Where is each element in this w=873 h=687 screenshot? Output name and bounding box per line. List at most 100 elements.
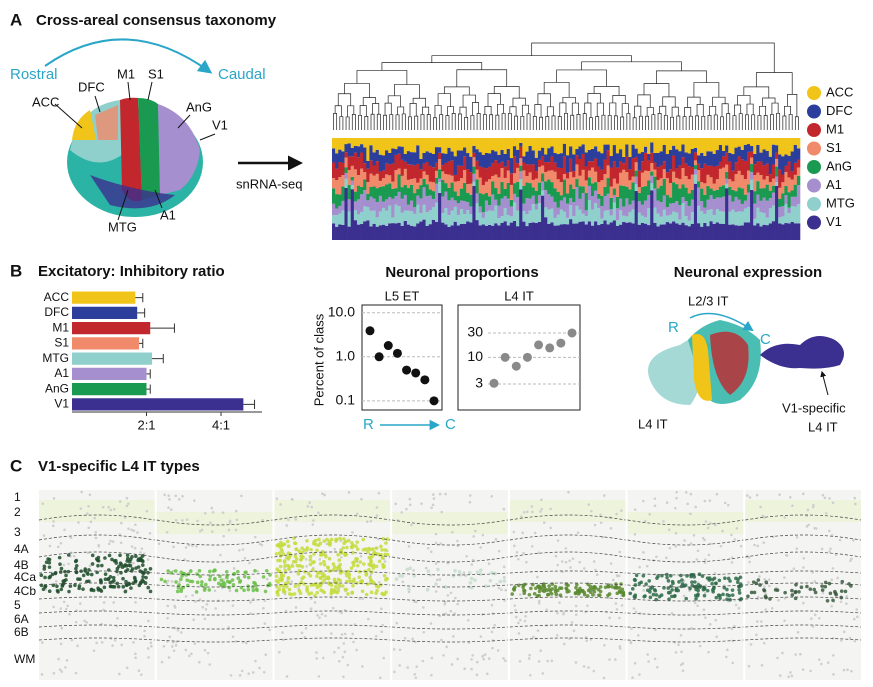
composition-segment bbox=[466, 221, 470, 240]
cell bbox=[303, 635, 307, 639]
composition-segment bbox=[544, 189, 548, 208]
cell bbox=[475, 660, 479, 664]
cell bbox=[293, 584, 298, 588]
cell bbox=[430, 673, 433, 677]
composition-segment bbox=[584, 224, 589, 240]
composition-segment bbox=[422, 171, 426, 179]
composition-segment bbox=[793, 196, 798, 207]
cell bbox=[293, 541, 297, 545]
composition-segment bbox=[506, 138, 511, 149]
branch bbox=[559, 102, 567, 117]
cell bbox=[701, 536, 705, 540]
composition-segment bbox=[537, 182, 542, 196]
arrow bbox=[820, 370, 829, 396]
layer-boundary bbox=[156, 639, 273, 643]
cell bbox=[828, 591, 833, 596]
composition-segment bbox=[584, 210, 589, 217]
composition-segment bbox=[394, 154, 398, 171]
composition-segment bbox=[522, 170, 526, 186]
cell bbox=[318, 616, 321, 619]
composition-segment bbox=[600, 153, 604, 170]
cell bbox=[710, 577, 715, 582]
composition-segment bbox=[488, 153, 492, 167]
composition-segment bbox=[332, 162, 336, 179]
cell bbox=[831, 501, 835, 505]
composition-segment bbox=[715, 209, 720, 223]
composition-segment bbox=[712, 215, 717, 225]
composition-segment bbox=[344, 138, 348, 145]
cell bbox=[412, 574, 417, 578]
cell bbox=[74, 570, 79, 574]
cell bbox=[125, 556, 130, 561]
composition-segment bbox=[781, 138, 785, 157]
composition-segment bbox=[628, 211, 632, 223]
cell bbox=[811, 570, 815, 574]
cell bbox=[384, 541, 388, 545]
composition-segment bbox=[634, 138, 639, 149]
composition-segment bbox=[363, 206, 367, 222]
composition-segment bbox=[653, 188, 657, 208]
cell bbox=[274, 552, 279, 556]
cell bbox=[776, 656, 779, 660]
composition-segment bbox=[525, 226, 529, 240]
cell bbox=[369, 559, 374, 564]
cell bbox=[218, 574, 222, 579]
composition-segment bbox=[459, 223, 464, 240]
dot bbox=[545, 343, 555, 353]
cell bbox=[365, 582, 370, 586]
composition-segment bbox=[612, 188, 617, 196]
cell bbox=[690, 626, 693, 630]
cell bbox=[275, 543, 280, 548]
composition-segment bbox=[750, 179, 754, 190]
composition-segment bbox=[793, 162, 798, 175]
cell bbox=[242, 574, 247, 579]
layer-boundary bbox=[392, 626, 508, 630]
layer-label: 4Ca bbox=[14, 570, 36, 584]
composition-segment bbox=[544, 162, 548, 172]
umap-label: C bbox=[760, 331, 771, 348]
cell bbox=[483, 584, 488, 589]
composition-segment bbox=[778, 187, 782, 199]
cell bbox=[174, 580, 178, 584]
composition-segment bbox=[668, 149, 673, 170]
cell bbox=[357, 570, 362, 574]
cell bbox=[850, 669, 853, 673]
cell bbox=[530, 505, 534, 508]
cell bbox=[287, 518, 290, 522]
layer-label: 4B bbox=[14, 558, 29, 572]
cell bbox=[702, 608, 706, 611]
cell bbox=[482, 657, 486, 661]
composition-segment bbox=[472, 173, 476, 182]
legend-swatch bbox=[807, 104, 821, 119]
composition-segment bbox=[665, 207, 670, 216]
cell bbox=[478, 572, 483, 576]
cell bbox=[525, 560, 528, 564]
cell bbox=[599, 513, 602, 517]
composition-segment bbox=[622, 215, 626, 222]
composition-segment bbox=[594, 158, 598, 172]
cell bbox=[69, 536, 73, 540]
cell bbox=[479, 546, 482, 549]
composition-segment bbox=[537, 166, 542, 183]
cell bbox=[468, 500, 472, 504]
cell bbox=[692, 533, 696, 537]
cell bbox=[176, 585, 181, 590]
composition-segment bbox=[341, 224, 345, 240]
cell bbox=[184, 546, 188, 549]
cell bbox=[304, 548, 309, 552]
composition-segment bbox=[525, 151, 529, 165]
cell bbox=[674, 588, 679, 593]
composition-segment bbox=[675, 168, 679, 178]
composition-segment bbox=[687, 166, 692, 180]
cell bbox=[666, 579, 671, 583]
composition-segment bbox=[771, 138, 776, 145]
cell bbox=[169, 508, 173, 512]
composition-segment bbox=[700, 138, 704, 153]
cell bbox=[689, 492, 693, 496]
composition-segment bbox=[469, 183, 473, 195]
cell bbox=[85, 621, 89, 624]
composition-segment bbox=[497, 154, 501, 164]
legend-swatch bbox=[807, 215, 821, 230]
branch bbox=[387, 95, 401, 107]
composition-segment bbox=[725, 138, 729, 146]
